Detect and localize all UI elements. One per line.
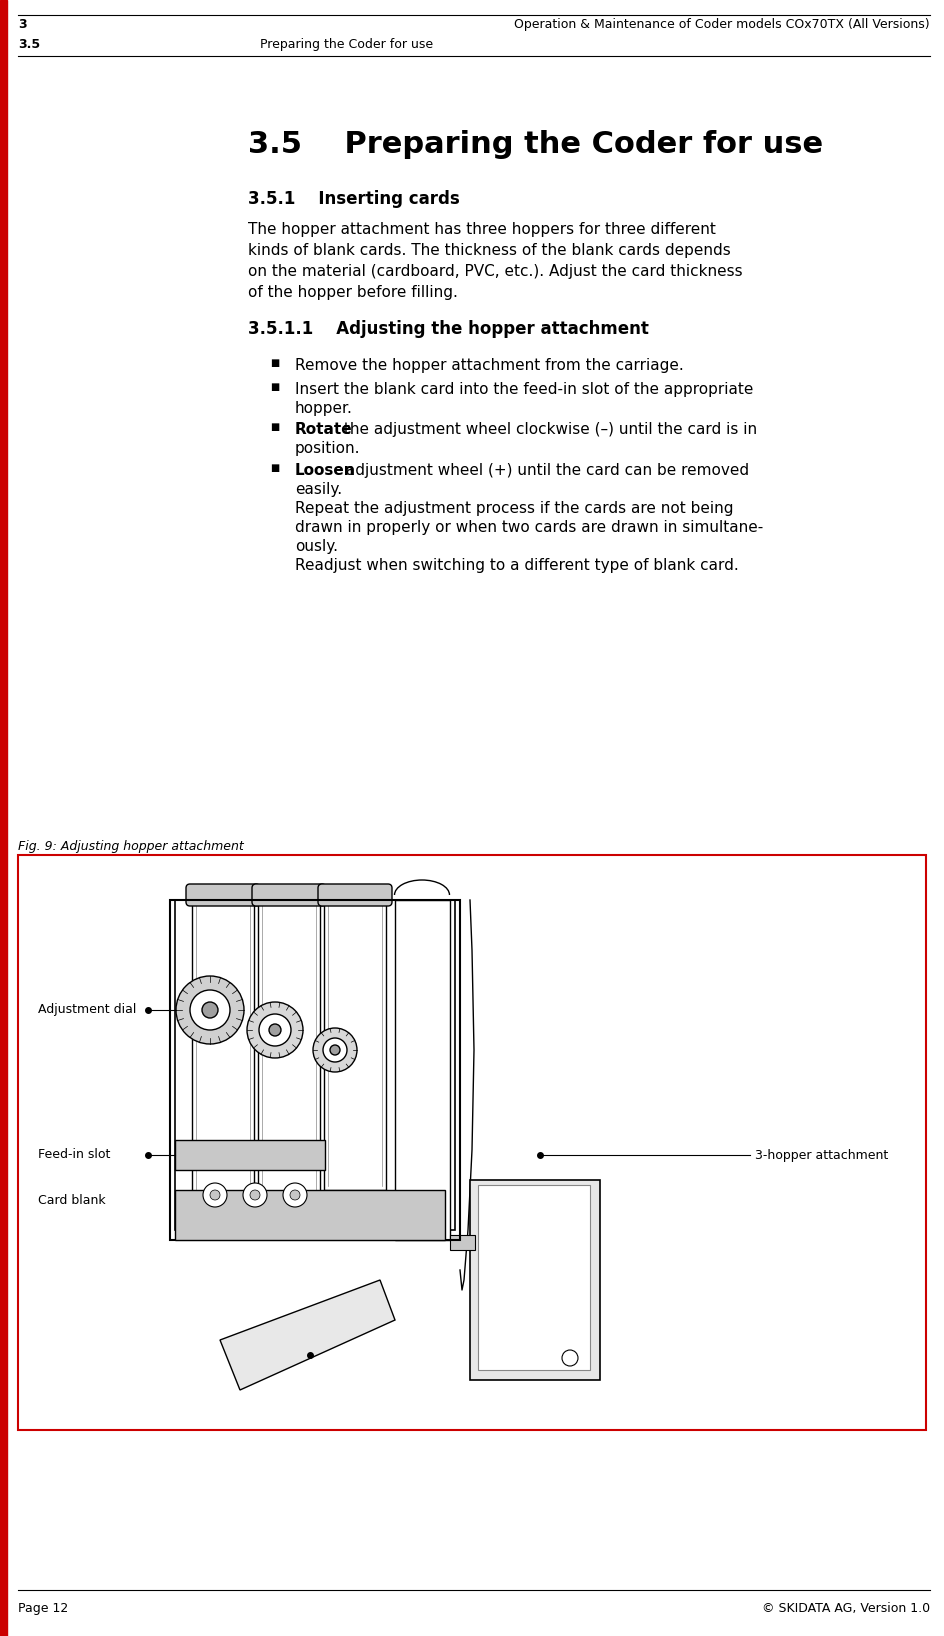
Text: kinds of blank cards. The thickness of the blank cards depends: kinds of blank cards. The thickness of t… xyxy=(248,244,731,258)
Text: 3-hopper attachment: 3-hopper attachment xyxy=(755,1148,888,1162)
Circle shape xyxy=(190,990,230,1031)
Text: 3.5    Preparing the Coder for use: 3.5 Preparing the Coder for use xyxy=(248,129,823,159)
Circle shape xyxy=(203,1183,227,1207)
Text: Readjust when switching to a different type of blank card.: Readjust when switching to a different t… xyxy=(295,558,739,573)
Text: drawn in properly or when two cards are drawn in simultane-: drawn in properly or when two cards are … xyxy=(295,520,764,535)
Bar xyxy=(175,1140,325,1170)
Text: on the material (cardboard, PVC, etc.). Adjust the card thickness: on the material (cardboard, PVC, etc.). … xyxy=(248,263,743,280)
Circle shape xyxy=(283,1183,307,1207)
Circle shape xyxy=(202,1001,218,1018)
Text: Page 12: Page 12 xyxy=(18,1602,68,1615)
Text: 3.5.1    Inserting cards: 3.5.1 Inserting cards xyxy=(248,190,460,208)
FancyBboxPatch shape xyxy=(318,883,392,906)
Text: easily.: easily. xyxy=(295,483,342,497)
Bar xyxy=(478,1184,590,1369)
Bar xyxy=(18,856,926,1430)
Bar xyxy=(470,1180,600,1381)
Text: ■: ■ xyxy=(270,463,279,473)
Bar xyxy=(395,900,450,1240)
Text: hopper.: hopper. xyxy=(295,401,353,416)
Bar xyxy=(175,1189,445,1240)
FancyBboxPatch shape xyxy=(252,883,326,906)
Text: of the hopper before filling.: of the hopper before filling. xyxy=(248,285,458,299)
Text: ■: ■ xyxy=(270,381,279,393)
Circle shape xyxy=(323,1037,347,1062)
Text: © SKIDATA AG, Version 1.0: © SKIDATA AG, Version 1.0 xyxy=(762,1602,930,1615)
Text: ously.: ously. xyxy=(295,538,338,555)
Text: adjustment wheel (+) until the card can be removed: adjustment wheel (+) until the card can … xyxy=(341,463,750,478)
Polygon shape xyxy=(220,1279,395,1391)
Text: Operation & Maintenance of Coder models COx70TX (All Versions): Operation & Maintenance of Coder models … xyxy=(514,18,930,31)
Text: The hopper attachment has three hoppers for three different: The hopper attachment has three hoppers … xyxy=(248,222,716,237)
Text: Insert the blank card into the feed-in slot of the appropriate: Insert the blank card into the feed-in s… xyxy=(295,381,753,398)
Bar xyxy=(0,0,7,1636)
Circle shape xyxy=(243,1183,267,1207)
Text: 3.5.1.1    Adjusting the hopper attachment: 3.5.1.1 Adjusting the hopper attachment xyxy=(248,321,649,339)
Text: Loosen: Loosen xyxy=(295,463,356,478)
Circle shape xyxy=(250,1189,260,1199)
Text: 3.5: 3.5 xyxy=(18,38,41,51)
Circle shape xyxy=(313,1027,357,1072)
Bar xyxy=(170,900,460,1240)
Bar xyxy=(192,890,254,1211)
Text: the adjustment wheel clockwise (–) until the card is in: the adjustment wheel clockwise (–) until… xyxy=(339,422,757,437)
Bar xyxy=(324,890,386,1189)
Circle shape xyxy=(176,977,244,1044)
Text: Adjustment dial: Adjustment dial xyxy=(38,1003,136,1016)
Text: ■: ■ xyxy=(270,358,279,368)
Text: Card blank: Card blank xyxy=(38,1194,106,1206)
Text: Rotate: Rotate xyxy=(295,422,353,437)
Text: Remove the hopper attachment from the carriage.: Remove the hopper attachment from the ca… xyxy=(295,358,683,373)
Bar xyxy=(175,900,455,1230)
Text: 3: 3 xyxy=(18,18,26,31)
Circle shape xyxy=(330,1045,340,1055)
FancyBboxPatch shape xyxy=(186,883,260,906)
Circle shape xyxy=(247,1001,303,1058)
Circle shape xyxy=(562,1350,578,1366)
Bar xyxy=(450,1235,475,1250)
Text: Preparing the Coder for use: Preparing the Coder for use xyxy=(260,38,433,51)
Text: position.: position. xyxy=(295,442,361,456)
Circle shape xyxy=(269,1024,281,1036)
Bar xyxy=(258,890,320,1211)
Circle shape xyxy=(290,1189,300,1199)
Text: Fig. 9: Adjusting hopper attachment: Fig. 9: Adjusting hopper attachment xyxy=(18,839,244,852)
Text: Repeat the adjustment process if the cards are not being: Repeat the adjustment process if the car… xyxy=(295,501,733,515)
Circle shape xyxy=(210,1189,220,1199)
Text: Feed-in slot: Feed-in slot xyxy=(38,1148,110,1162)
Text: ■: ■ xyxy=(270,422,279,432)
Circle shape xyxy=(259,1014,291,1045)
